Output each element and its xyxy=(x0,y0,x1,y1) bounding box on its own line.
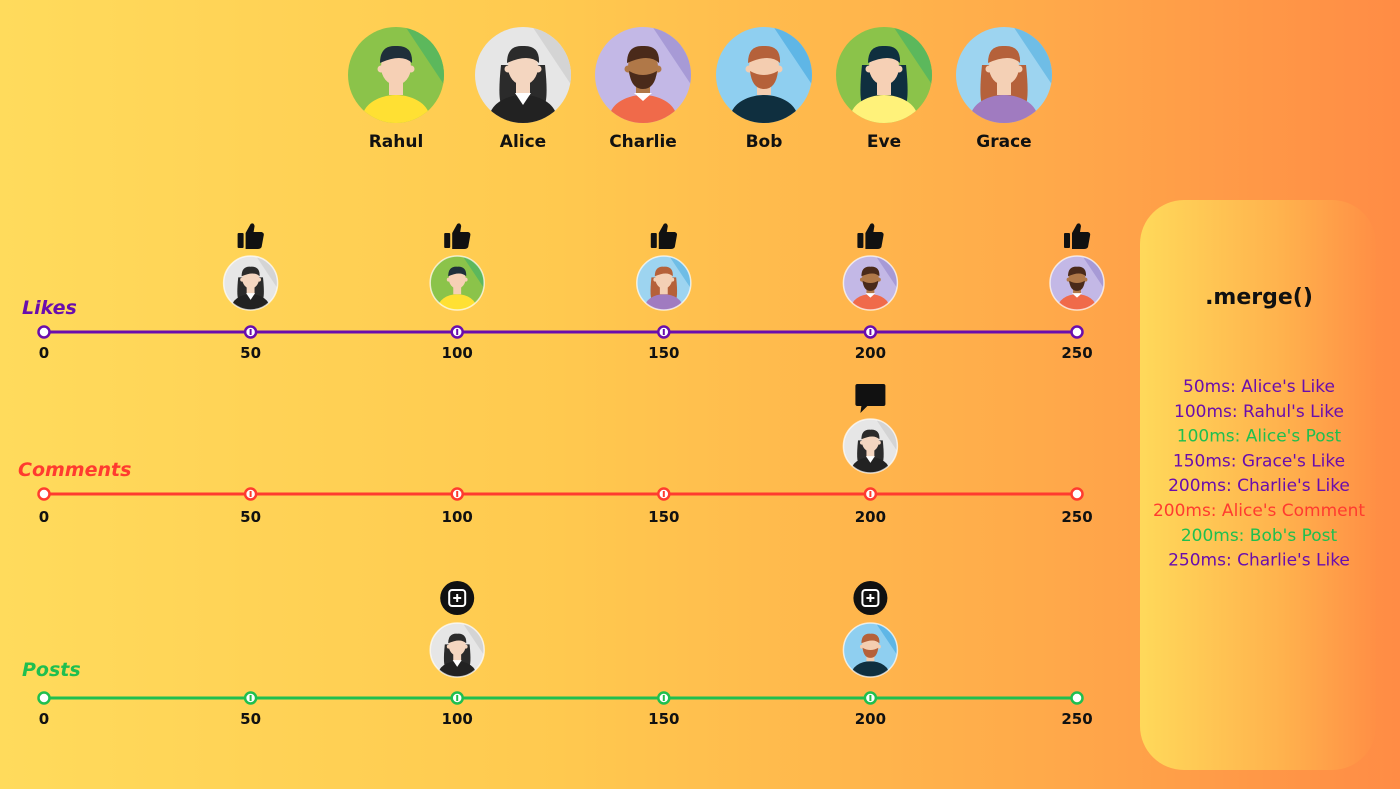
avatar-eve xyxy=(836,27,932,123)
avatar-rahul xyxy=(348,27,444,123)
merge-output-list: 50ms: Alice's Like 100ms: Rahul's Like 100… xyxy=(1153,377,1365,571)
user-card-charlie: Charlie xyxy=(595,27,691,152)
add-post-icon xyxy=(853,581,888,615)
user-avatars-row: Rahul Alice Charlie Bob Eve Grace xyxy=(348,27,1052,152)
tick-label: 150 xyxy=(648,344,679,362)
merge-output-item: 100ms: Rahul's Like xyxy=(1174,402,1344,422)
tick-label: 150 xyxy=(648,508,679,526)
timeline-title: Comments xyxy=(18,459,131,481)
tick-marker xyxy=(37,325,51,339)
tick-label: 200 xyxy=(855,710,886,728)
thumbs-up-icon xyxy=(444,223,471,249)
tick-label: 200 xyxy=(855,508,886,526)
merge-output-item: 200ms: Bob's Post xyxy=(1181,526,1338,546)
thumbs-up-icon xyxy=(857,223,884,249)
tick-label: 0 xyxy=(39,344,49,362)
merge-output-item: 150ms: Grace's Like xyxy=(1173,451,1345,471)
comment-bubble-icon xyxy=(855,384,886,413)
tick-label: 100 xyxy=(442,344,473,362)
tick-label: 250 xyxy=(1061,508,1092,526)
timeline-title: Likes xyxy=(22,297,77,319)
thumbs-up-icon xyxy=(237,223,264,249)
tick-label: 0 xyxy=(39,710,49,728)
tick-marker xyxy=(1070,325,1084,339)
tick-marker xyxy=(1070,691,1084,705)
event-avatar-charlie xyxy=(1049,255,1105,311)
timeline-comments: Comments 0 50 100 150 200 250 xyxy=(18,384,1093,526)
tick-label: 50 xyxy=(240,508,261,526)
event-marker xyxy=(842,384,899,474)
tick-label: 0 xyxy=(39,508,49,526)
event-avatar-grace xyxy=(636,255,692,311)
event-marker xyxy=(429,223,485,311)
event-avatar-rahul xyxy=(429,255,485,311)
timeline-likes: Likes 0 50 100 150 200 250 xyxy=(22,223,1105,362)
event-avatar-bob xyxy=(842,622,899,678)
event-avatar-alice xyxy=(842,418,899,474)
user-name: Eve xyxy=(867,132,901,152)
tick-label: 100 xyxy=(442,710,473,728)
merge-output-item: 50ms: Alice's Like xyxy=(1183,377,1335,397)
merge-panel-box xyxy=(1140,200,1376,770)
tick-marker xyxy=(37,691,51,705)
event-marker xyxy=(842,581,899,678)
tick-label: 50 xyxy=(240,710,261,728)
merge-output-item: 100ms: Alice's Post xyxy=(1177,427,1342,447)
user-name: Bob xyxy=(746,132,783,152)
merge-output-item: 200ms: Alice's Comment xyxy=(1153,501,1365,521)
timeline-title: Posts xyxy=(22,659,81,681)
event-marker xyxy=(1049,223,1105,311)
event-avatar-alice xyxy=(222,255,279,311)
event-marker xyxy=(429,581,485,678)
tick-label: 200 xyxy=(855,344,886,362)
tick-label: 250 xyxy=(1061,344,1092,362)
event-avatar-charlie xyxy=(842,255,899,311)
thumbs-up-icon xyxy=(1064,223,1091,249)
merge-output-item: 200ms: Charlie's Like xyxy=(1168,476,1350,496)
merge-result-panel: .merge() 50ms: Alice's Like 100ms: Rahul'… xyxy=(1140,200,1376,770)
tick-marker xyxy=(37,487,51,501)
timelines: Likes 0 50 100 150 200 250 Comments 0 50 100 150 200… xyxy=(18,223,1105,728)
merge-output-item: 250ms: Charlie's Like xyxy=(1168,551,1350,571)
user-card-bob: Bob xyxy=(716,27,812,152)
avatar-bob xyxy=(716,27,812,123)
user-name: Grace xyxy=(976,132,1031,152)
merge-operator-title: .merge() xyxy=(1205,285,1313,310)
tick-label: 50 xyxy=(240,344,261,362)
tick-label: 250 xyxy=(1061,710,1092,728)
user-name: Charlie xyxy=(609,132,677,152)
tick-label: 100 xyxy=(442,508,473,526)
tick-marker xyxy=(1070,487,1084,501)
avatar-charlie xyxy=(595,27,691,123)
timeline-posts: Posts 0 50 100 150 200 250 xyxy=(22,581,1093,728)
event-marker xyxy=(222,223,279,311)
event-marker xyxy=(636,223,692,311)
user-card-alice: Alice xyxy=(475,27,571,152)
avatar-alice xyxy=(475,27,571,123)
user-card-eve: Eve xyxy=(836,27,932,152)
thumbs-up-icon xyxy=(650,223,678,249)
event-avatar-alice xyxy=(429,622,485,678)
user-card-grace: Grace xyxy=(956,27,1052,152)
tick-label: 150 xyxy=(648,710,679,728)
add-post-icon xyxy=(440,581,475,615)
user-card-rahul: Rahul xyxy=(348,27,444,152)
avatar-grace xyxy=(956,27,1052,123)
event-marker xyxy=(842,223,899,311)
user-name: Rahul xyxy=(369,132,424,152)
user-name: Alice xyxy=(500,132,546,152)
